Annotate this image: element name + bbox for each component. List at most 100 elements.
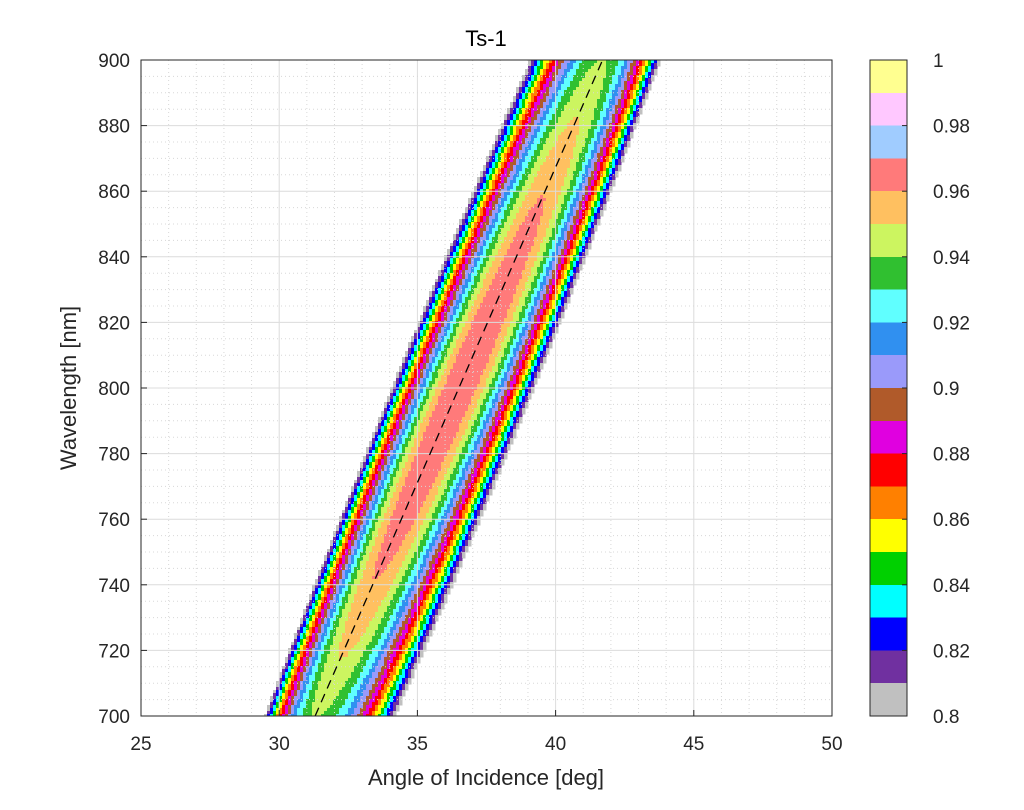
contour-band-cell [465, 504, 469, 508]
contour-band-cell [507, 417, 511, 421]
contour-band-cell [432, 387, 436, 391]
contour-band-cell [375, 504, 379, 508]
contour-band-cell [495, 165, 499, 169]
contour-band-cell [357, 480, 361, 484]
contour-band-cell [489, 171, 493, 175]
contour-band-cell [576, 228, 580, 232]
contour-band-cell [504, 114, 508, 118]
contour-band-cell [522, 330, 526, 334]
contour-band-cell [333, 546, 337, 550]
contour-band-cell [501, 231, 508, 235]
contour-band-cell [501, 381, 505, 385]
contour-band-cell [444, 324, 448, 328]
contour-band-cell [339, 546, 343, 550]
contour-band-cell [558, 69, 565, 73]
contour-band-cell [501, 198, 508, 202]
contour-band-cell [453, 243, 457, 247]
contour-band-cell [627, 132, 631, 136]
contour-band-cell [372, 483, 376, 487]
contour-band-cell [438, 486, 448, 490]
contour-band-cell [501, 399, 505, 403]
contour-band-cell [396, 471, 403, 475]
contour-band-cell [534, 87, 541, 91]
contour-band-cell [627, 141, 631, 145]
contour-band-cell [480, 213, 484, 217]
contour-band-cell [591, 186, 595, 190]
contour-band-cell [552, 210, 562, 214]
contour-band-cell [426, 381, 430, 385]
contour-band-cell [474, 435, 478, 439]
contour-band-cell [393, 429, 397, 433]
contour-band-cell [588, 132, 595, 136]
contour-band-cell [528, 69, 532, 73]
contour-band-cell [486, 486, 490, 490]
contour-band-cell [465, 549, 469, 553]
contour-band-cell [471, 261, 475, 265]
contour-band-cell [489, 219, 493, 223]
contour-band-cell [516, 198, 526, 202]
contour-band-cell [465, 537, 469, 541]
contour-band-cell [561, 219, 568, 223]
contour-band-cell [525, 123, 529, 127]
contour-band-cell [486, 444, 490, 448]
contour-band-cell [540, 303, 544, 307]
contour-band-cell [405, 462, 412, 466]
contour-band-cell [372, 546, 382, 550]
contour-band-cell [468, 237, 472, 241]
contour-band-cell [582, 207, 586, 211]
contour-band-cell [444, 306, 448, 310]
contour-band-cell [495, 357, 502, 361]
contour-band-cell [498, 393, 505, 397]
contour-band-cell [570, 252, 574, 256]
contour-band-cell [558, 279, 562, 283]
contour-band-cell [540, 276, 544, 280]
contour-band-cell [405, 438, 412, 442]
contour-band-cell [495, 246, 502, 250]
contour-band-cell [591, 195, 595, 199]
contour-band-cell [414, 384, 418, 388]
contour-band-cell [429, 312, 433, 316]
contour-band-cell [435, 309, 439, 313]
contour-band-cell [435, 318, 439, 322]
contour-band-cell [456, 501, 463, 505]
contour-band-cell [630, 114, 634, 118]
contour-band-cell [582, 249, 586, 253]
contour-band-cell [474, 222, 478, 226]
contour-band-cell [510, 411, 514, 415]
contour-band-cell [483, 192, 487, 196]
contour-band-cell [408, 384, 412, 388]
contour-band-cell [369, 459, 373, 463]
contour-band-cell [507, 177, 514, 181]
contour-band-cell [591, 222, 595, 226]
contour-band-cell [342, 522, 346, 526]
contour-band-cell [597, 207, 601, 211]
contour-band-cell [513, 126, 517, 130]
contour-band-cell [447, 333, 451, 337]
contour-band-cell [579, 234, 583, 238]
contour-band-cell [513, 429, 517, 433]
contour-band-cell [426, 387, 433, 391]
contour-band-cell [525, 84, 529, 88]
contour-band-cell [372, 489, 376, 493]
contour-band-cell [603, 177, 607, 181]
contour-band-cell [498, 387, 502, 391]
contour-band-cell [531, 102, 535, 106]
contour-band-cell [447, 267, 451, 271]
contour-band-cell [594, 225, 598, 229]
contour-band-cell [336, 549, 340, 553]
contour-band-cell [393, 513, 418, 517]
contour-band-cell [471, 468, 475, 472]
contour-band-cell [504, 201, 511, 205]
contour-band-cell [603, 117, 610, 121]
contour-band-cell [423, 312, 427, 316]
contour-band-cell [540, 129, 547, 133]
contour-band-cell [408, 390, 412, 394]
contour-band-cell [492, 378, 499, 382]
contour-band-cell [498, 471, 502, 475]
contour-band-cell [645, 81, 649, 85]
contour-band-cell [486, 405, 493, 409]
contour-band-cell [375, 492, 379, 496]
contour-band-cell [426, 369, 433, 373]
contour-band-cell [492, 438, 496, 442]
contour-band-cell [600, 213, 604, 217]
